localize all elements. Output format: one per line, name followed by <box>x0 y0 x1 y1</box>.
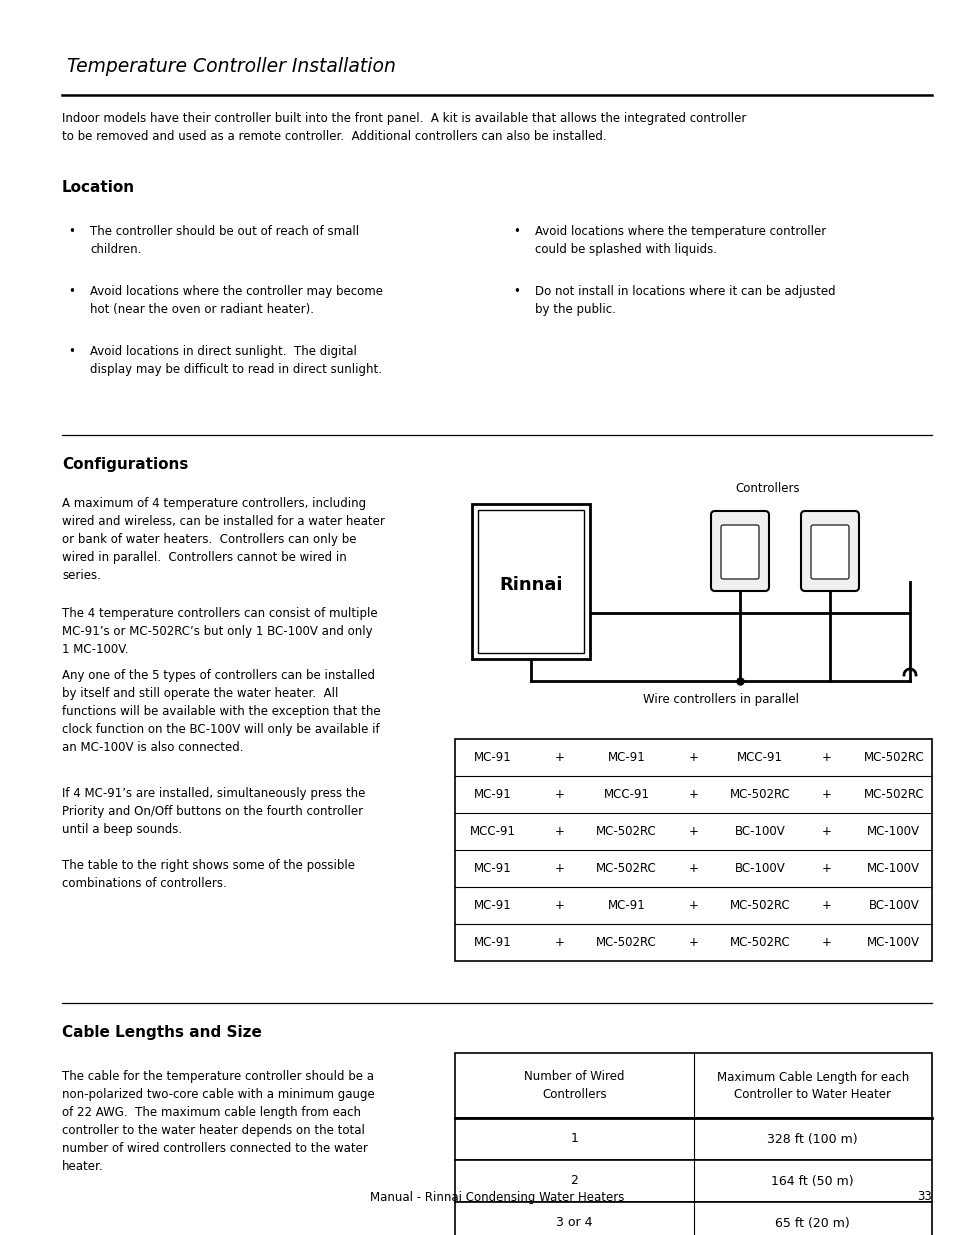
Text: Avoid locations in direct sunlight.  The digital
display may be difficult to rea: Avoid locations in direct sunlight. The … <box>90 345 381 375</box>
Text: Temperature Controller Installation: Temperature Controller Installation <box>67 57 395 77</box>
Text: BC-100V: BC-100V <box>867 899 919 911</box>
Text: +: + <box>821 899 831 911</box>
Text: MC-91: MC-91 <box>474 862 512 876</box>
Text: 2: 2 <box>570 1174 578 1188</box>
FancyBboxPatch shape <box>801 511 858 592</box>
Text: Do not install in locations where it can be adjusted
by the public.: Do not install in locations where it can… <box>535 285 835 316</box>
Text: +: + <box>821 788 831 802</box>
Text: MC-91: MC-91 <box>607 899 645 911</box>
Text: Any one of the 5 types of controllers can be installed
by itself and still opera: Any one of the 5 types of controllers ca… <box>62 669 380 755</box>
Text: +: + <box>688 825 698 839</box>
Text: MC-100V: MC-100V <box>866 936 920 948</box>
Text: +: + <box>555 788 564 802</box>
Text: MC-502RC: MC-502RC <box>862 751 923 764</box>
Text: Manual - Rinnai Condensing Water Heaters: Manual - Rinnai Condensing Water Heaters <box>370 1191 623 1203</box>
FancyBboxPatch shape <box>710 511 768 592</box>
Text: BC-100V: BC-100V <box>734 862 785 876</box>
Text: 65 ft (20 m): 65 ft (20 m) <box>775 1216 849 1230</box>
Text: •: • <box>68 345 74 358</box>
Text: The controller should be out of reach of small
children.: The controller should be out of reach of… <box>90 225 358 256</box>
Text: MCC-91: MCC-91 <box>603 788 649 802</box>
Text: +: + <box>555 862 564 876</box>
Text: +: + <box>688 788 698 802</box>
Text: MC-91: MC-91 <box>474 936 512 948</box>
Text: The table to the right shows some of the possible
combinations of controllers.: The table to the right shows some of the… <box>62 860 355 890</box>
Text: MC-100V: MC-100V <box>866 862 920 876</box>
Text: MC-502RC: MC-502RC <box>862 788 923 802</box>
Text: +: + <box>688 862 698 876</box>
Text: MC-100V: MC-100V <box>866 825 920 839</box>
Text: MC-91: MC-91 <box>474 899 512 911</box>
Text: MCC-91: MCC-91 <box>737 751 782 764</box>
Text: •: • <box>513 225 519 238</box>
Text: +: + <box>555 936 564 948</box>
Text: Avoid locations where the controller may become
hot (near the oven or radiant he: Avoid locations where the controller may… <box>90 285 382 316</box>
Bar <box>455 1160 931 1202</box>
Text: A maximum of 4 temperature controllers, including
wired and wireless, can be ins: A maximum of 4 temperature controllers, … <box>62 496 384 582</box>
Text: MC-91: MC-91 <box>474 751 512 764</box>
Bar <box>455 739 931 961</box>
Text: Controllers: Controllers <box>734 482 799 495</box>
Text: •: • <box>68 225 74 238</box>
Bar <box>472 504 589 659</box>
Text: MC-502RC: MC-502RC <box>729 936 790 948</box>
Bar <box>477 510 583 653</box>
Text: If 4 MC-91’s are installed, simultaneously press the
Priority and On/Off buttons: If 4 MC-91’s are installed, simultaneous… <box>62 787 365 836</box>
Text: MCC-91: MCC-91 <box>470 825 516 839</box>
Bar <box>455 1053 931 1118</box>
Text: +: + <box>688 936 698 948</box>
Text: Number of Wired
Controllers: Number of Wired Controllers <box>523 1071 624 1100</box>
Text: +: + <box>555 751 564 764</box>
Text: +: + <box>821 825 831 839</box>
Text: 164 ft (50 m): 164 ft (50 m) <box>771 1174 853 1188</box>
Text: +: + <box>821 862 831 876</box>
Text: The 4 temperature controllers can consist of multiple
MC-91’s or MC-502RC’s but : The 4 temperature controllers can consis… <box>62 606 377 656</box>
FancyBboxPatch shape <box>720 525 759 579</box>
Text: MC-502RC: MC-502RC <box>729 788 790 802</box>
Text: +: + <box>555 825 564 839</box>
Text: MC-502RC: MC-502RC <box>596 936 657 948</box>
Text: MC-502RC: MC-502RC <box>596 862 657 876</box>
Text: BC-100V: BC-100V <box>734 825 785 839</box>
Text: +: + <box>821 751 831 764</box>
Text: MC-502RC: MC-502RC <box>596 825 657 839</box>
Text: +: + <box>688 899 698 911</box>
Text: Rinnai: Rinnai <box>498 576 562 594</box>
Text: +: + <box>688 751 698 764</box>
Bar <box>455 1118 931 1160</box>
Text: Wire controllers in parallel: Wire controllers in parallel <box>642 693 799 706</box>
Text: The cable for the temperature controller should be a
non-polarized two-core cabl: The cable for the temperature controller… <box>62 1070 375 1173</box>
Text: MC-91: MC-91 <box>607 751 645 764</box>
Text: •: • <box>513 285 519 298</box>
Text: Avoid locations where the temperature controller
could be splashed with liquids.: Avoid locations where the temperature co… <box>535 225 825 256</box>
Text: 1: 1 <box>570 1132 578 1146</box>
Text: MC-502RC: MC-502RC <box>729 899 790 911</box>
Text: +: + <box>555 899 564 911</box>
Text: 33: 33 <box>916 1191 931 1203</box>
Text: 3 or 4: 3 or 4 <box>556 1216 592 1230</box>
Text: MC-91: MC-91 <box>474 788 512 802</box>
Bar <box>455 1202 931 1235</box>
Text: Location: Location <box>62 180 135 195</box>
Text: Indoor models have their controller built into the front panel.  A kit is availa: Indoor models have their controller buil… <box>62 112 745 143</box>
Text: Cable Lengths and Size: Cable Lengths and Size <box>62 1025 262 1040</box>
FancyBboxPatch shape <box>810 525 848 579</box>
Text: Configurations: Configurations <box>62 457 188 472</box>
Text: +: + <box>821 936 831 948</box>
Text: 328 ft (100 m): 328 ft (100 m) <box>766 1132 857 1146</box>
Text: •: • <box>68 285 74 298</box>
Text: Maximum Cable Length for each
Controller to Water Heater: Maximum Cable Length for each Controller… <box>716 1071 908 1100</box>
